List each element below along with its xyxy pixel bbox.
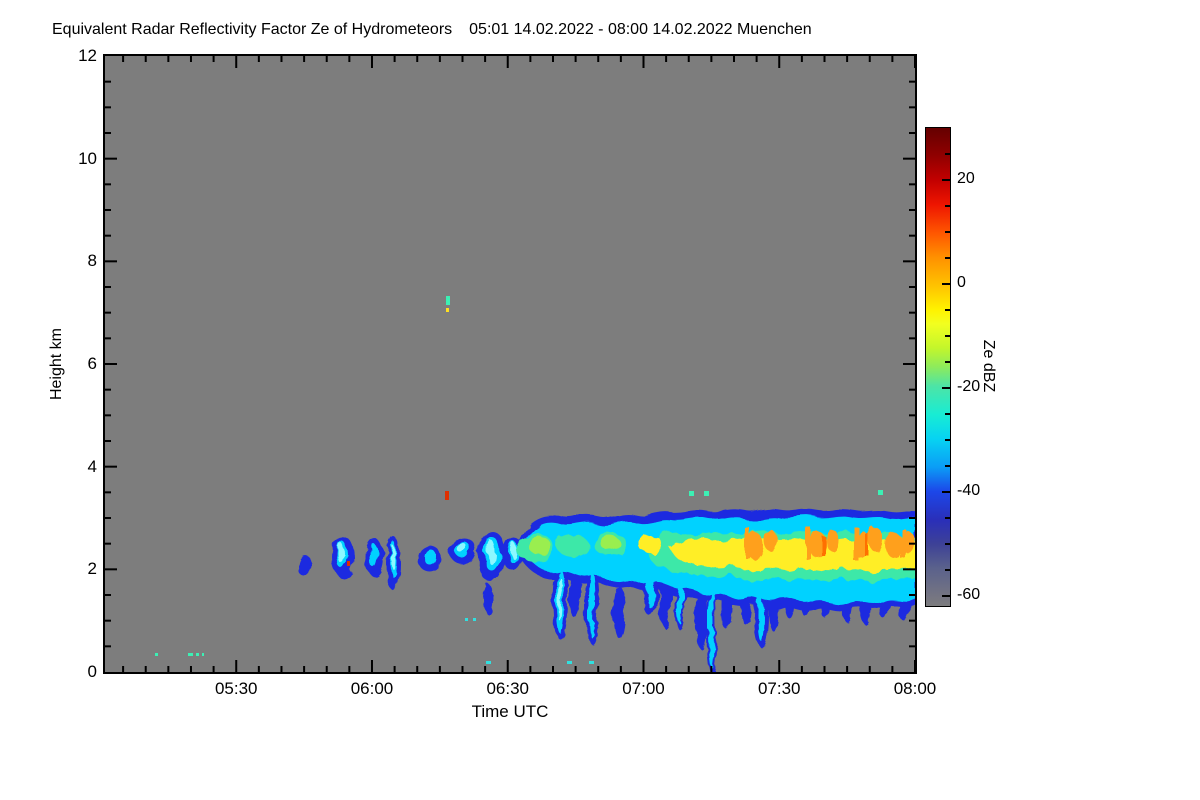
- echo-shape: [558, 577, 562, 621]
- echo-shape: [696, 582, 708, 650]
- echo-shape: [826, 529, 838, 551]
- echo-shape: [188, 653, 193, 656]
- echo-shape: [369, 543, 377, 567]
- colorbar-tick: [945, 308, 950, 311]
- echo-shape: [347, 561, 350, 566]
- colorbar-tick: [945, 542, 950, 545]
- echo-shape: [900, 528, 905, 558]
- echo-shape: [805, 526, 810, 558]
- axis-ticks: [105, 56, 915, 672]
- echo-shape: [613, 586, 625, 638]
- colorbar-tick: [945, 152, 950, 155]
- echo-shape: [510, 542, 516, 558]
- echo-shape: [339, 544, 345, 564]
- radar-echoes: [155, 296, 915, 672]
- echo-shape: [202, 653, 204, 656]
- y-tick-label: 10: [78, 148, 97, 168]
- echo-shape: [425, 550, 437, 566]
- echo-shape: [465, 618, 468, 621]
- colorbar-tick: [945, 464, 950, 467]
- echo-shape: [878, 490, 883, 495]
- echo-shape: [886, 532, 902, 558]
- colorbar-tick: [945, 438, 950, 441]
- echo-shape: [486, 661, 491, 664]
- colorbar-tick: [942, 386, 950, 389]
- echo-shape: [704, 491, 709, 496]
- colorbar-tick-label: -20: [957, 377, 981, 395]
- colorbar-tick: [945, 568, 950, 571]
- colorbar-tick-label: 20: [957, 169, 975, 187]
- y-tick-label: 8: [87, 251, 97, 271]
- echo-shape: [821, 535, 825, 555]
- echo-shape: [446, 308, 449, 312]
- y-tick-label: 2: [87, 559, 97, 579]
- colorbar-tick: [945, 516, 950, 519]
- y-tick-label: 0: [87, 662, 97, 681]
- echo-shape: [458, 542, 466, 554]
- echo-shape: [196, 653, 199, 656]
- echo-shape: [569, 562, 581, 618]
- chart-title-period: 05:01 14.02.2022 - 08:00 14.02.2022 Muen…: [469, 21, 812, 38]
- echo-shape: [155, 653, 158, 656]
- echo-shape: [689, 491, 694, 496]
- echo-shape: [757, 588, 763, 640]
- echo-shape: [746, 533, 764, 559]
- colorbar-label: Ze dBZ: [980, 339, 997, 393]
- colorbar-tick: [945, 334, 950, 337]
- echo-shape: [869, 528, 883, 552]
- x-tick-label: 06:30: [486, 679, 529, 698]
- y-tick-label: 4: [87, 456, 97, 476]
- colorbar: [925, 127, 951, 607]
- colorbar-tick: [945, 412, 950, 415]
- colorbar-tick: [945, 204, 950, 207]
- echo-shape: [853, 526, 858, 560]
- echo-shape: [677, 576, 683, 624]
- echo-shape: [709, 588, 715, 668]
- x-tick-label: 07:00: [622, 679, 665, 698]
- colorbar-tick: [945, 360, 950, 363]
- y-tick-label: 6: [87, 354, 97, 373]
- y-tick-label: 12: [78, 46, 97, 65]
- colorbar-tick: [942, 490, 950, 493]
- x-tick-label: 06:00: [350, 679, 394, 698]
- echo-shape: [600, 536, 620, 550]
- chart-title: Equivalent Radar Reflectivity Factor Ze …: [52, 21, 812, 39]
- colorbar-tick: [942, 594, 950, 597]
- echo-shape: [487, 540, 495, 564]
- echo-shape: [473, 618, 476, 621]
- x-tick-label: 05:30: [214, 679, 258, 698]
- colorbar-tick-label: -40: [957, 481, 981, 499]
- colorbar-tick: [942, 178, 950, 181]
- echo-shape: [765, 530, 777, 552]
- colorbar-tick: [945, 256, 950, 259]
- colorbar-tick-label: -60: [957, 585, 981, 603]
- echo-shape: [446, 296, 450, 305]
- echo-shape: [589, 570, 595, 638]
- echo-shape: [528, 538, 552, 554]
- echo-shape: [445, 491, 449, 500]
- colorbar-tick-label: 0: [957, 273, 966, 291]
- x-axis-label: Time UTC: [471, 702, 549, 721]
- echo-shape: [391, 545, 395, 569]
- echo-shape: [557, 535, 589, 557]
- plot-area: [103, 54, 917, 674]
- echo-shape: [589, 661, 594, 664]
- x-tick-label: 07:30: [757, 679, 801, 698]
- echo-shape: [638, 535, 662, 553]
- echo-shape: [745, 528, 750, 558]
- colorbar-tick: [945, 230, 950, 233]
- reflectivity-heatmap: [105, 56, 915, 672]
- echo-shape: [298, 555, 312, 577]
- echo-shape: [646, 564, 654, 608]
- echo-shape: [865, 534, 869, 556]
- chart-title-main: Equivalent Radar Reflectivity Factor Ze …: [52, 21, 453, 38]
- echo-shape: [567, 661, 572, 664]
- x-tick-label: 08:00: [893, 679, 937, 698]
- colorbar-tick: [942, 282, 950, 285]
- echo-shape: [483, 584, 493, 614]
